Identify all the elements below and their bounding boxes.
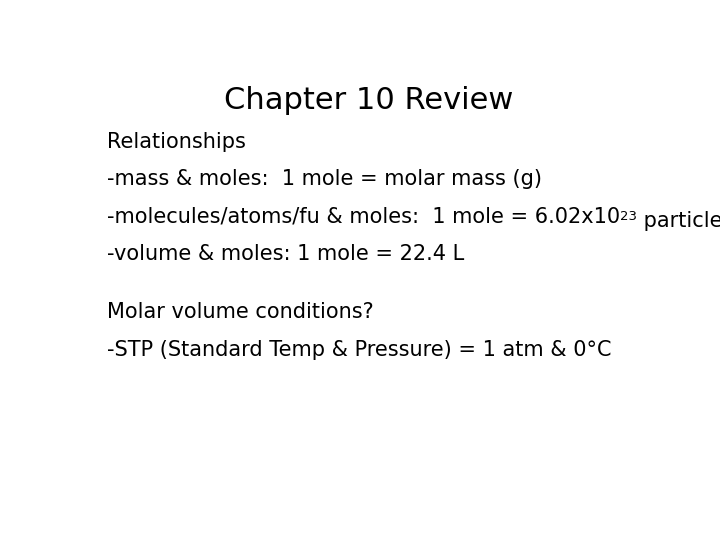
Text: -molecules/atoms/fu & moles:  1 mole = 6.02x10: -molecules/atoms/fu & moles: 1 mole = 6.…: [107, 207, 620, 227]
Text: Relationships: Relationships: [107, 132, 246, 152]
Text: Molar volume conditions?: Molar volume conditions?: [107, 302, 374, 322]
Text: 23: 23: [620, 211, 637, 224]
Text: -volume & moles: 1 mole = 22.4 L: -volume & moles: 1 mole = 22.4 L: [107, 244, 464, 264]
Text: Chapter 10 Review: Chapter 10 Review: [225, 85, 513, 114]
Text: -STP (Standard Temp & Pressure) = 1 atm & 0°C: -STP (Standard Temp & Pressure) = 1 atm …: [107, 340, 611, 360]
Text: particles: particles: [637, 211, 720, 231]
Text: -mass & moles:  1 mole = molar mass (g): -mass & moles: 1 mole = molar mass (g): [107, 170, 541, 190]
